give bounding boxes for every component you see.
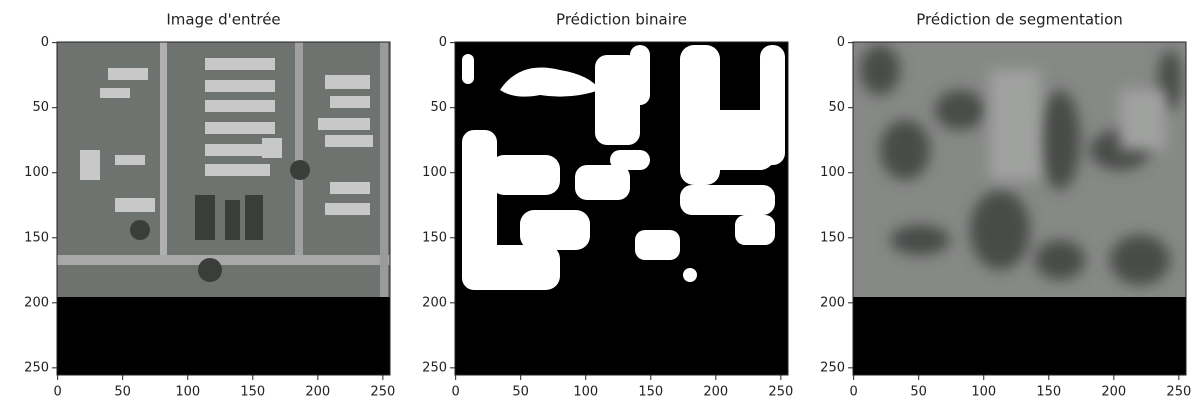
binary-image [455, 42, 788, 375]
x-tick-label: 50 [512, 385, 529, 400]
y-tick-label: 250 [24, 360, 49, 375]
y-tick-label: 200 [422, 295, 447, 310]
x-tick-label: 200 [305, 385, 330, 400]
x-tick-label: 150 [638, 385, 663, 400]
x-tick-label: 250 [1166, 385, 1191, 400]
y-tick-label: 50 [430, 100, 447, 115]
y-tick-label: 100 [24, 165, 49, 180]
x-tick-label: 0 [850, 385, 858, 400]
y-tick-label: 100 [422, 165, 447, 180]
y-tick-label: 200 [24, 295, 49, 310]
y-tick-label: 250 [422, 360, 447, 375]
y-tick-label: 150 [820, 230, 845, 245]
input-image [57, 42, 390, 375]
x-tick-label: 150 [1036, 385, 1061, 400]
x-tick-label: 250 [370, 385, 395, 400]
chart-title: Image d'entrée [166, 11, 280, 29]
y-tick-label: 150 [24, 230, 49, 245]
segmentation-image [853, 42, 1186, 375]
x-tick-label: 250 [768, 385, 793, 400]
x-tick-label: 100 [971, 385, 996, 400]
x-tick-label: 200 [703, 385, 728, 400]
chart-title: Prédiction de segmentation [916, 11, 1123, 29]
y-tick-label: 250 [820, 360, 845, 375]
x-tick-label: 0 [54, 385, 62, 400]
y-tick-label: 50 [828, 100, 845, 115]
x-tick-label: 100 [175, 385, 200, 400]
x-tick-label: 200 [1101, 385, 1126, 400]
y-tick-label: 200 [820, 295, 845, 310]
y-tick-label: 0 [837, 35, 845, 50]
x-tick-label: 0 [452, 385, 460, 400]
y-tick-label: 50 [32, 100, 49, 115]
x-tick-label: 150 [240, 385, 265, 400]
figure: Image d'entrée 0 50 100 150 200 250 0 50 100 150 20… [0, 0, 1201, 405]
y-tick-label: 150 [422, 230, 447, 245]
y-tick-label: 0 [41, 35, 49, 50]
y-tick-label: 100 [820, 165, 845, 180]
x-tick-label: 100 [573, 385, 598, 400]
chart-title: Prédiction binaire [556, 11, 687, 29]
x-tick-label: 50 [114, 385, 131, 400]
x-tick-label: 50 [910, 385, 927, 400]
y-tick-label: 0 [439, 35, 447, 50]
